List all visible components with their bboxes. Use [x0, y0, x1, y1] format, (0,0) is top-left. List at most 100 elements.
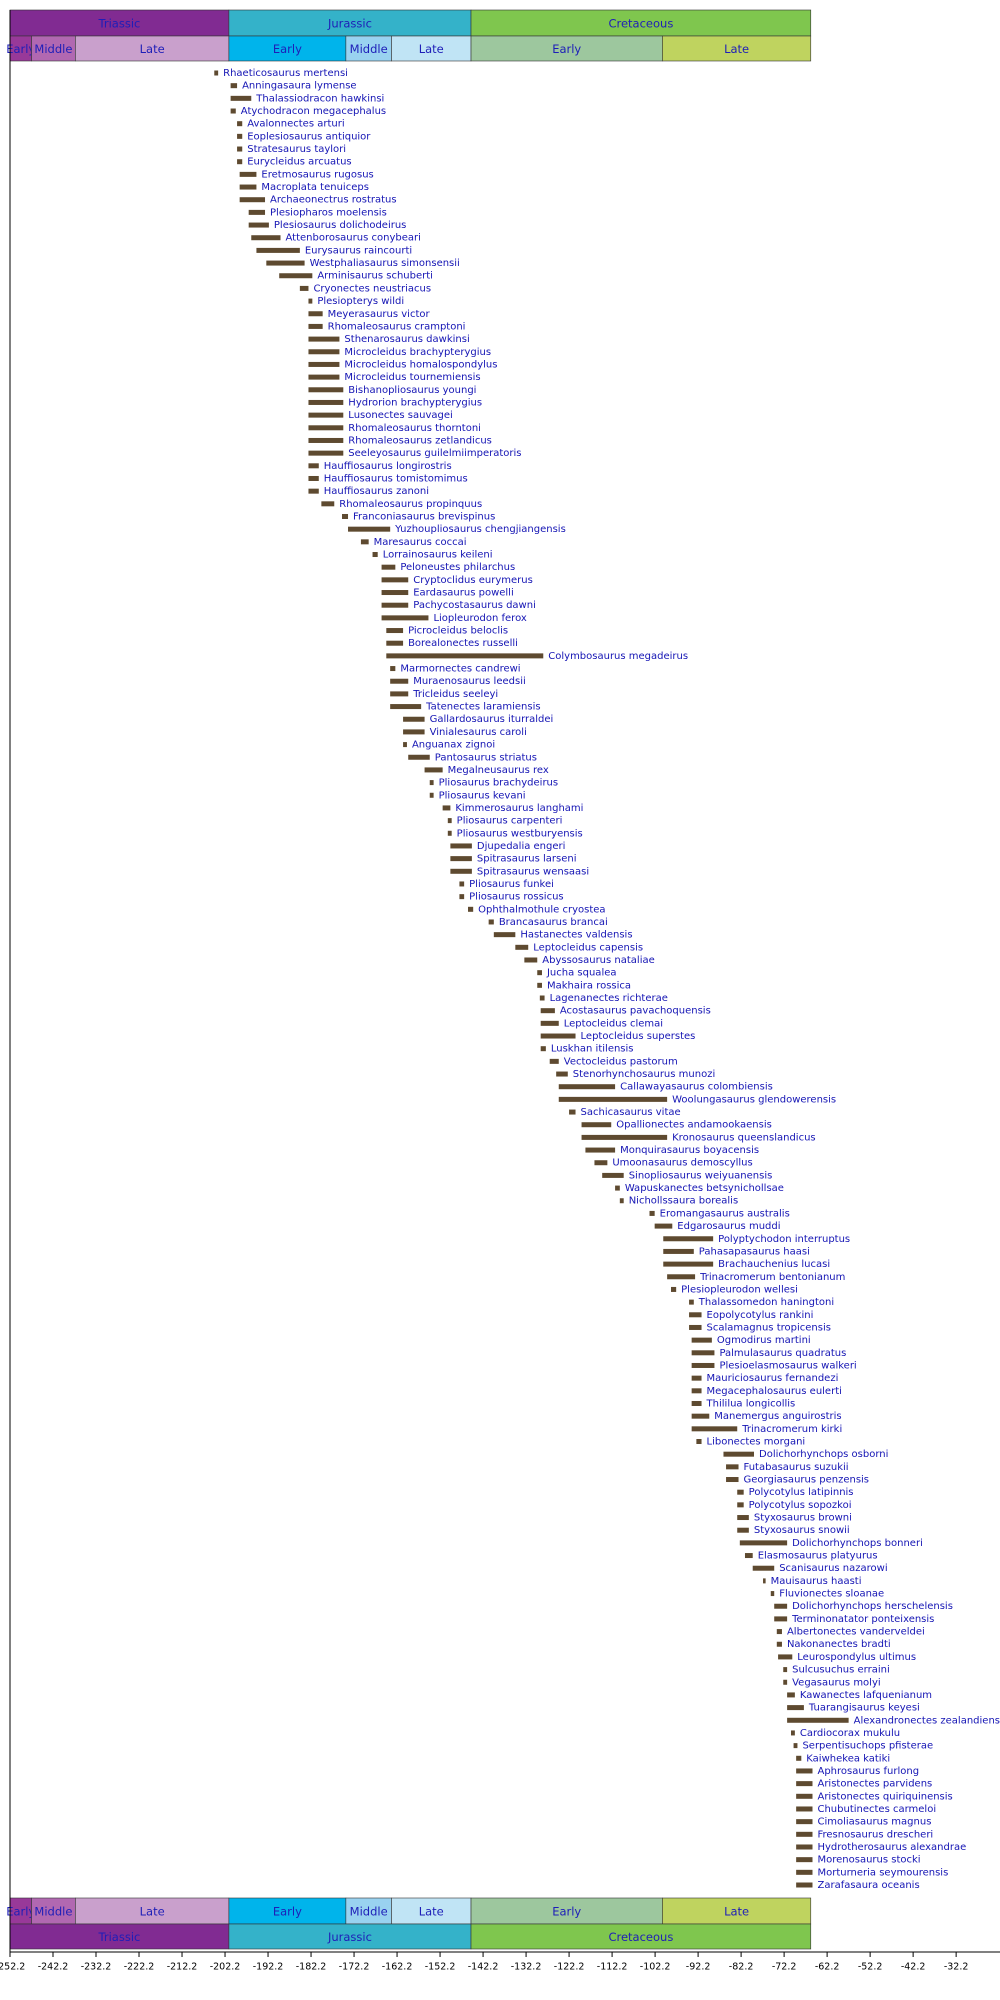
taxon-label: Eretmosaurus rugosus: [261, 169, 373, 180]
range-bar: [230, 108, 236, 114]
taxon-label: Morturneria seymourensis: [817, 1867, 948, 1878]
taxon-label: Rhomaleosaurus cramptoni: [328, 321, 466, 332]
taxon-label: Abyssosaurus nataliae: [542, 955, 655, 966]
taxon-label: Stratesaurus taylori: [247, 144, 346, 155]
taxon-label: Attenborosaurus conybeari: [286, 233, 421, 244]
taxon-label: Hydrotherosaurus alexandrae: [817, 1842, 966, 1853]
range-bar: [726, 1477, 739, 1483]
range-bar: [239, 171, 257, 177]
range-bar: [386, 628, 404, 634]
taxon-label: Djupedalia engeri: [477, 841, 566, 852]
taxon-label: Rhomaleosaurus propinquus: [339, 499, 482, 510]
taxon-label: Elasmosaurus platyurus: [758, 1551, 878, 1562]
range-bar: [386, 640, 404, 646]
range-bar: [537, 982, 542, 988]
taxon-label: Umoonasaurus demoscyllus: [612, 1158, 752, 1169]
range-bar: [515, 944, 529, 950]
epoch-label: Late: [140, 42, 165, 56]
epoch-label: Early: [552, 42, 581, 56]
range-bar: [774, 1616, 788, 1622]
taxon-label: Marmornectes candrewi: [400, 664, 520, 675]
taxon-label: Leptocleidus capensis: [533, 942, 643, 953]
range-bar: [342, 513, 349, 519]
period-label: Triassic: [98, 17, 141, 31]
taxon-label: Manemergus anguirostris: [714, 1411, 841, 1422]
epoch-band: [662, 35, 812, 62]
taxon-label: Muraenosaurus leedsii: [413, 676, 526, 687]
range-bar: [299, 285, 309, 291]
taxon-label: Zarafasaura oceanis: [817, 1880, 919, 1891]
range-bar: [450, 868, 472, 874]
taxon-label: Microcleidus tournemiensis: [344, 372, 480, 383]
range-bar: [308, 488, 319, 494]
x-tick-label: -252.2: [0, 1962, 25, 1973]
range-bar: [556, 1071, 568, 1077]
taxon-label: Fresnosaurus drescheri: [817, 1829, 933, 1840]
range-bar: [459, 881, 465, 887]
range-bar: [390, 704, 422, 710]
range-bar: [381, 602, 409, 608]
range-bar: [403, 742, 407, 748]
taxon-label: Tatenectes laramiensis: [425, 702, 540, 713]
x-tick-label: -62.2: [815, 1962, 840, 1973]
epoch-label: Middle: [34, 1905, 72, 1919]
taxon-label: Leptocleidus clemai: [564, 1018, 663, 1029]
taxon-label: Hauffiosaurus longirostris: [324, 461, 452, 472]
epoch-label: Early: [6, 42, 35, 56]
taxon-label: Brancasaurus brancai: [499, 917, 608, 928]
taxon-label: Meyerasaurus victor: [328, 309, 431, 320]
range-bar: [381, 615, 429, 621]
taxon-label: Gallardosaurus iturraldei: [430, 714, 554, 725]
range-bar: [776, 1629, 782, 1635]
range-bar: [558, 1096, 668, 1102]
taxon-label: Rhomaleosaurus zetlandicus: [348, 435, 492, 446]
taxon-label: Monquirasaurus boyacensis: [620, 1145, 759, 1156]
range-bar: [308, 450, 344, 456]
taxon-label: Palmulasaurus quadratus: [719, 1348, 846, 1359]
taxon-label: Stenorhynchosaurus munozi: [573, 1069, 715, 1080]
taxon-label: Luskhan itilensis: [551, 1044, 634, 1055]
epoch-band: [391, 35, 472, 62]
taxon-label: Ogmodirus martini: [717, 1335, 811, 1346]
range-bar: [691, 1388, 702, 1394]
taxon-label: Aristonectes parvidens: [817, 1779, 932, 1790]
range-bar: [774, 1603, 788, 1609]
taxon-label: Brachauchenius lucasi: [718, 1259, 830, 1270]
range-bar: [602, 1172, 624, 1178]
range-bar: [796, 1831, 813, 1837]
taxon-label: Edgarosaurus muddi: [677, 1221, 780, 1232]
taxon-label: Westphaliasaurus simonsensii: [310, 258, 460, 269]
range-bar: [308, 475, 319, 481]
x-tick-label: -52.2: [858, 1962, 883, 1973]
range-bar: [381, 590, 409, 596]
taxon-label: Macroplata tenuiceps: [261, 182, 368, 193]
taxon-label: Rhomaleosaurus thorntoni: [348, 423, 481, 434]
taxon-label: Pliosaurus carpenteri: [457, 816, 563, 827]
taxon-label: Cimoliasaurus magnus: [817, 1817, 931, 1828]
range-bar: [308, 374, 340, 380]
epoch-band: [391, 1897, 472, 1925]
range-bar: [691, 1362, 715, 1368]
range-bar: [442, 805, 451, 811]
taxon-label: Futabasaurus suzukii: [744, 1462, 849, 1473]
range-bar: [308, 298, 313, 304]
range-bar: [230, 95, 252, 101]
period-band: [9, 1923, 230, 1950]
range-bar: [549, 1058, 559, 1064]
range-bar: [381, 564, 396, 570]
range-bar: [691, 1337, 712, 1343]
range-bar: [230, 83, 238, 89]
taxon-label: Kawanectes lafquenianum: [800, 1690, 932, 1701]
epoch-label: Late: [724, 1905, 749, 1919]
taxon-label: Hauffiosaurus zanoni: [324, 486, 429, 497]
range-bar: [429, 780, 434, 786]
taxon-label: Ophthalmothule cryostea: [478, 904, 605, 915]
taxon-label: Albertonectes vanderveldei: [787, 1627, 925, 1638]
range-bar: [737, 1489, 744, 1495]
taxon-label: Spitrasaurus wensaasi: [477, 866, 589, 877]
range-bar: [726, 1464, 739, 1470]
taxon-label: Vectocleidus pastorum: [564, 1056, 678, 1067]
taxon-label: Eurysaurus raincourti: [305, 245, 412, 256]
range-bar: [308, 399, 344, 405]
range-bar: [654, 1223, 673, 1229]
